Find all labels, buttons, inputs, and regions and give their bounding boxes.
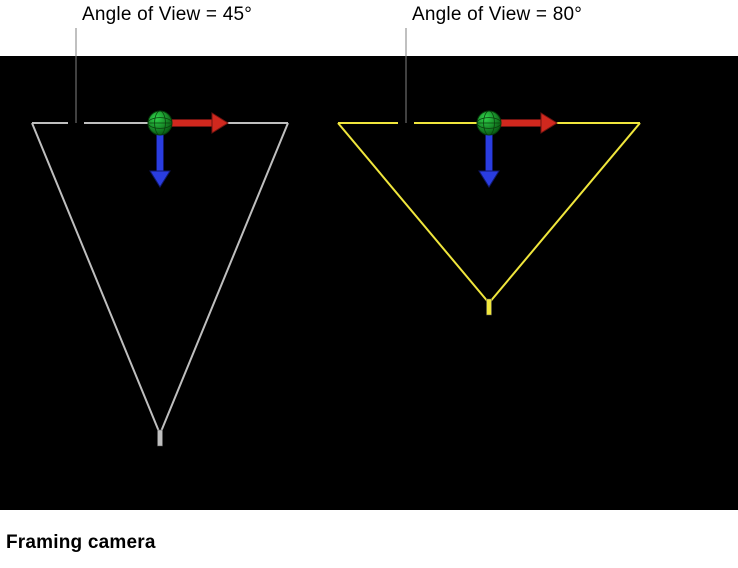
label-row: Angle of View = 45° Angle of View = 80° <box>0 4 738 32</box>
label-angle-right: Angle of View = 80° <box>412 4 582 26</box>
viewport <box>0 56 738 510</box>
caption: Framing camera <box>6 532 156 554</box>
label-angle-left: Angle of View = 45° <box>82 4 252 26</box>
scene-svg <box>0 56 738 510</box>
